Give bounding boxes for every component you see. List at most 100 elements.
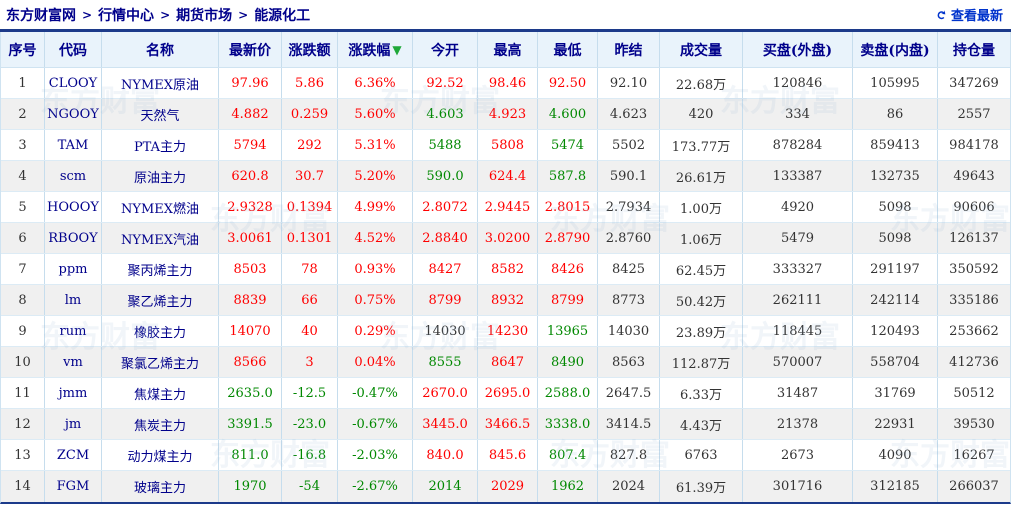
table-row: 8 lm 聚乙烯主力 8839 66 0.75% 8799 8932 8799 8773 50.42…	[1, 285, 1010, 316]
cell-name[interactable]: NYMEX汽油	[102, 223, 219, 253]
cell-low: 587.8	[538, 161, 598, 191]
breadcrumb-link-energy-chemical[interactable]: 能源化工	[254, 7, 311, 24]
view-latest-link[interactable]: ↻ 查看最新	[933, 5, 1003, 24]
cell-code[interactable]: HOOOY	[45, 192, 102, 222]
cell-name[interactable]: 天然气	[102, 99, 219, 129]
cell-oi: 2557	[957, 106, 991, 122]
cell-idx: 4	[1, 161, 45, 191]
cell-pct: -0.47%	[338, 378, 413, 408]
column-header-chg[interactable]: 涨跌额	[282, 32, 338, 67]
cell-code[interactable]: jmm	[45, 378, 102, 408]
cell-open: 590.0	[413, 161, 478, 191]
cell-oi: 350592	[949, 261, 999, 277]
column-header-name[interactable]: 名称	[102, 32, 219, 67]
column-header-prev[interactable]: 昨结	[598, 32, 660, 67]
cell-name[interactable]: 聚乙烯主力	[102, 285, 219, 315]
cell-vol: 23.89万	[660, 316, 743, 346]
cell-vol: 61.39万	[660, 471, 743, 502]
cell-chg: -16.8	[282, 440, 338, 470]
cell-low: 13965	[538, 316, 598, 346]
cell-chg: 292	[282, 130, 338, 160]
cell-name[interactable]: PTA主力	[102, 130, 219, 160]
column-header-label: 买盘(外盘)	[762, 42, 833, 59]
cell-name[interactable]: 焦炭主力	[102, 409, 219, 439]
cell-name[interactable]: 橡胶主力	[102, 316, 219, 346]
breadcrumb-link-eastmoney[interactable]: 东方财富网	[6, 7, 76, 24]
cell-pct: 5.31%	[338, 130, 413, 160]
cell-high: 8582	[478, 254, 538, 284]
column-header-oi[interactable]: 持仓量	[938, 32, 1010, 67]
cell-sell: 5098	[853, 192, 938, 222]
cell-last: 4.882	[219, 99, 282, 129]
column-header-label: 持仓量	[953, 42, 995, 59]
column-header-buy[interactable]: 买盘(外盘)	[743, 32, 853, 67]
cell-idx: 10	[1, 347, 45, 377]
cell-oi: 253662	[949, 323, 999, 339]
cell-chg: 66	[282, 285, 338, 315]
futures-quotes-table: 序号 代码 名称 最新价 涨跌额 涨跌幅 ▼ 今开 最高 最低 昨结 成交量 买盘(外盘) 卖盘(内盘) 持…	[0, 32, 1011, 504]
cell-last: 3391.5	[219, 409, 282, 439]
cell-code[interactable]: vm	[45, 347, 102, 377]
cell-chg: 5.86	[282, 68, 338, 98]
cell-code[interactable]: ZCM	[45, 440, 102, 470]
cell-vol: 173.77万	[660, 130, 743, 160]
cell-code[interactable]: CLOOY	[45, 68, 102, 98]
cell-buy: 262111	[743, 285, 853, 315]
cell-vol: 62.45万	[660, 254, 743, 284]
view-latest-label: 查看最新	[950, 9, 1003, 24]
cell-name[interactable]: NYMEX原油	[102, 68, 219, 98]
column-header-vol[interactable]: 成交量	[660, 32, 743, 67]
table-row: 5 HOOOY NYMEX燃油 2.9328 0.1394 4.99% 2.8072 2.94…	[1, 192, 1010, 223]
cell-oi: 984178	[949, 137, 999, 153]
cell-low: 2588.0	[538, 378, 598, 408]
cell-prev: 92.10	[598, 68, 660, 98]
cell-name[interactable]: 原油主力	[102, 161, 219, 191]
cell-low: 92.50	[538, 68, 598, 98]
cell-code[interactable]: ppm	[45, 254, 102, 284]
column-header-open[interactable]: 今开	[413, 32, 478, 67]
breadcrumb-link-quote-center[interactable]: 行情中心	[98, 7, 155, 24]
cell-oi: 49643	[953, 168, 995, 184]
cell-code[interactable]: RBOOY	[45, 223, 102, 253]
cell-name[interactable]: 聚丙烯主力	[102, 254, 219, 284]
cell-code[interactable]: scm	[45, 161, 102, 191]
cell-open: 14030	[413, 316, 478, 346]
column-header-last[interactable]: 最新价	[219, 32, 282, 67]
cell-prev: 2.7934	[598, 192, 660, 222]
cell-name[interactable]: 玻璃主力	[102, 471, 219, 502]
cell-code[interactable]: lm	[45, 285, 102, 315]
cell-idx: 6	[1, 223, 45, 253]
cell-prev: 2024	[598, 471, 660, 502]
column-header-sell[interactable]: 卖盘(内盘)	[853, 32, 938, 67]
column-header-high[interactable]: 最高	[478, 32, 538, 67]
column-header-idx[interactable]: 序号	[1, 32, 45, 67]
cell-chg: 78	[282, 254, 338, 284]
cell-open: 8555	[413, 347, 478, 377]
cell-last: 8566	[219, 347, 282, 377]
cell-oi: 347269	[949, 75, 999, 91]
column-header-label: 最新价	[229, 42, 271, 59]
cell-code[interactable]: rum	[45, 316, 102, 346]
column-header-code[interactable]: 代码	[45, 32, 102, 67]
cell-name[interactable]: 焦煤主力	[102, 378, 219, 408]
cell-last: 2.9328	[219, 192, 282, 222]
column-header-label: 涨跌额	[288, 42, 331, 59]
cell-low: 3338.0	[538, 409, 598, 439]
cell-code[interactable]: TAM	[45, 130, 102, 160]
cell-last: 620.8	[219, 161, 282, 191]
cell-name[interactable]: 动力煤主力	[102, 440, 219, 470]
column-header-low[interactable]: 最低	[538, 32, 598, 67]
cell-pct: 0.04%	[338, 347, 413, 377]
cell-code[interactable]: NGOOY	[45, 99, 102, 129]
column-header-pct[interactable]: 涨跌幅 ▼	[338, 32, 413, 67]
cell-open: 840.0	[413, 440, 478, 470]
cell-chg: 40	[282, 316, 338, 346]
cell-code[interactable]: FGM	[45, 471, 102, 502]
cell-name[interactable]: 聚氯乙烯主力	[102, 347, 219, 377]
breadcrumb-link-futures-market[interactable]: 期货市场	[176, 7, 233, 24]
cell-prev: 2647.5	[598, 378, 660, 408]
cell-name[interactable]: NYMEX燃油	[102, 192, 219, 222]
cell-code[interactable]: jm	[45, 409, 102, 439]
column-header-label: 涨跌幅	[348, 42, 391, 59]
